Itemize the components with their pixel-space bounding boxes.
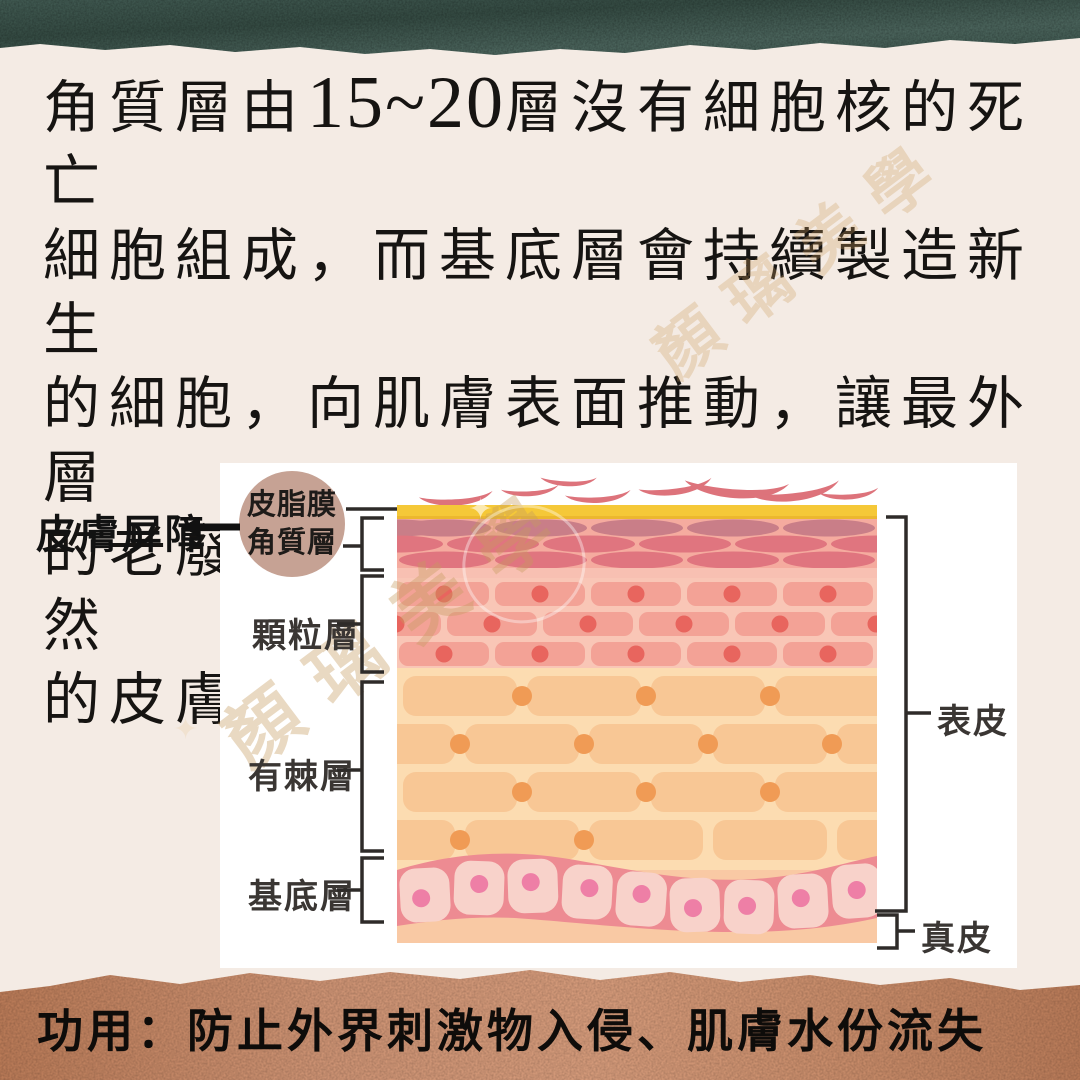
sparkle-icon: ✦: [173, 713, 199, 746]
intro-line-3: 的細胞，向肌膚表面推動，讓最外層: [43, 372, 1033, 510]
torn-paper-top-band: [0, 0, 1080, 55]
intro-line1-prefix: 角質層由: [43, 76, 307, 140]
intro-line1-number: 15~20: [307, 62, 506, 144]
epidermis-label: 表皮: [937, 703, 1009, 741]
skin-barrier-label: 皮膚屏障: [36, 513, 208, 557]
basal-layer-label: 基底層: [248, 878, 356, 916]
dermis-label: 真皮: [921, 920, 993, 958]
spinous-layer-label: 有棘層: [248, 758, 356, 796]
sebum-film-label: 皮脂膜: [246, 489, 337, 521]
intro-line1-suffix: 層沒有細胞核的死亡: [43, 76, 1034, 214]
granular-layer-label: 顆粒層: [252, 617, 360, 655]
function-caption: 功用：防止外界刺激物入侵、肌膚水份流失: [37, 1005, 987, 1057]
intro-line-1: 角質層由15~20層沒有細胞核的死亡: [43, 66, 1053, 219]
stratum-corneum-label: 角質層: [246, 527, 337, 559]
barrier-bubble: 皮脂膜 角質層: [239, 471, 345, 577]
intro-line-2: 細胞組成，而基底層會持續製造新生: [43, 224, 1033, 362]
